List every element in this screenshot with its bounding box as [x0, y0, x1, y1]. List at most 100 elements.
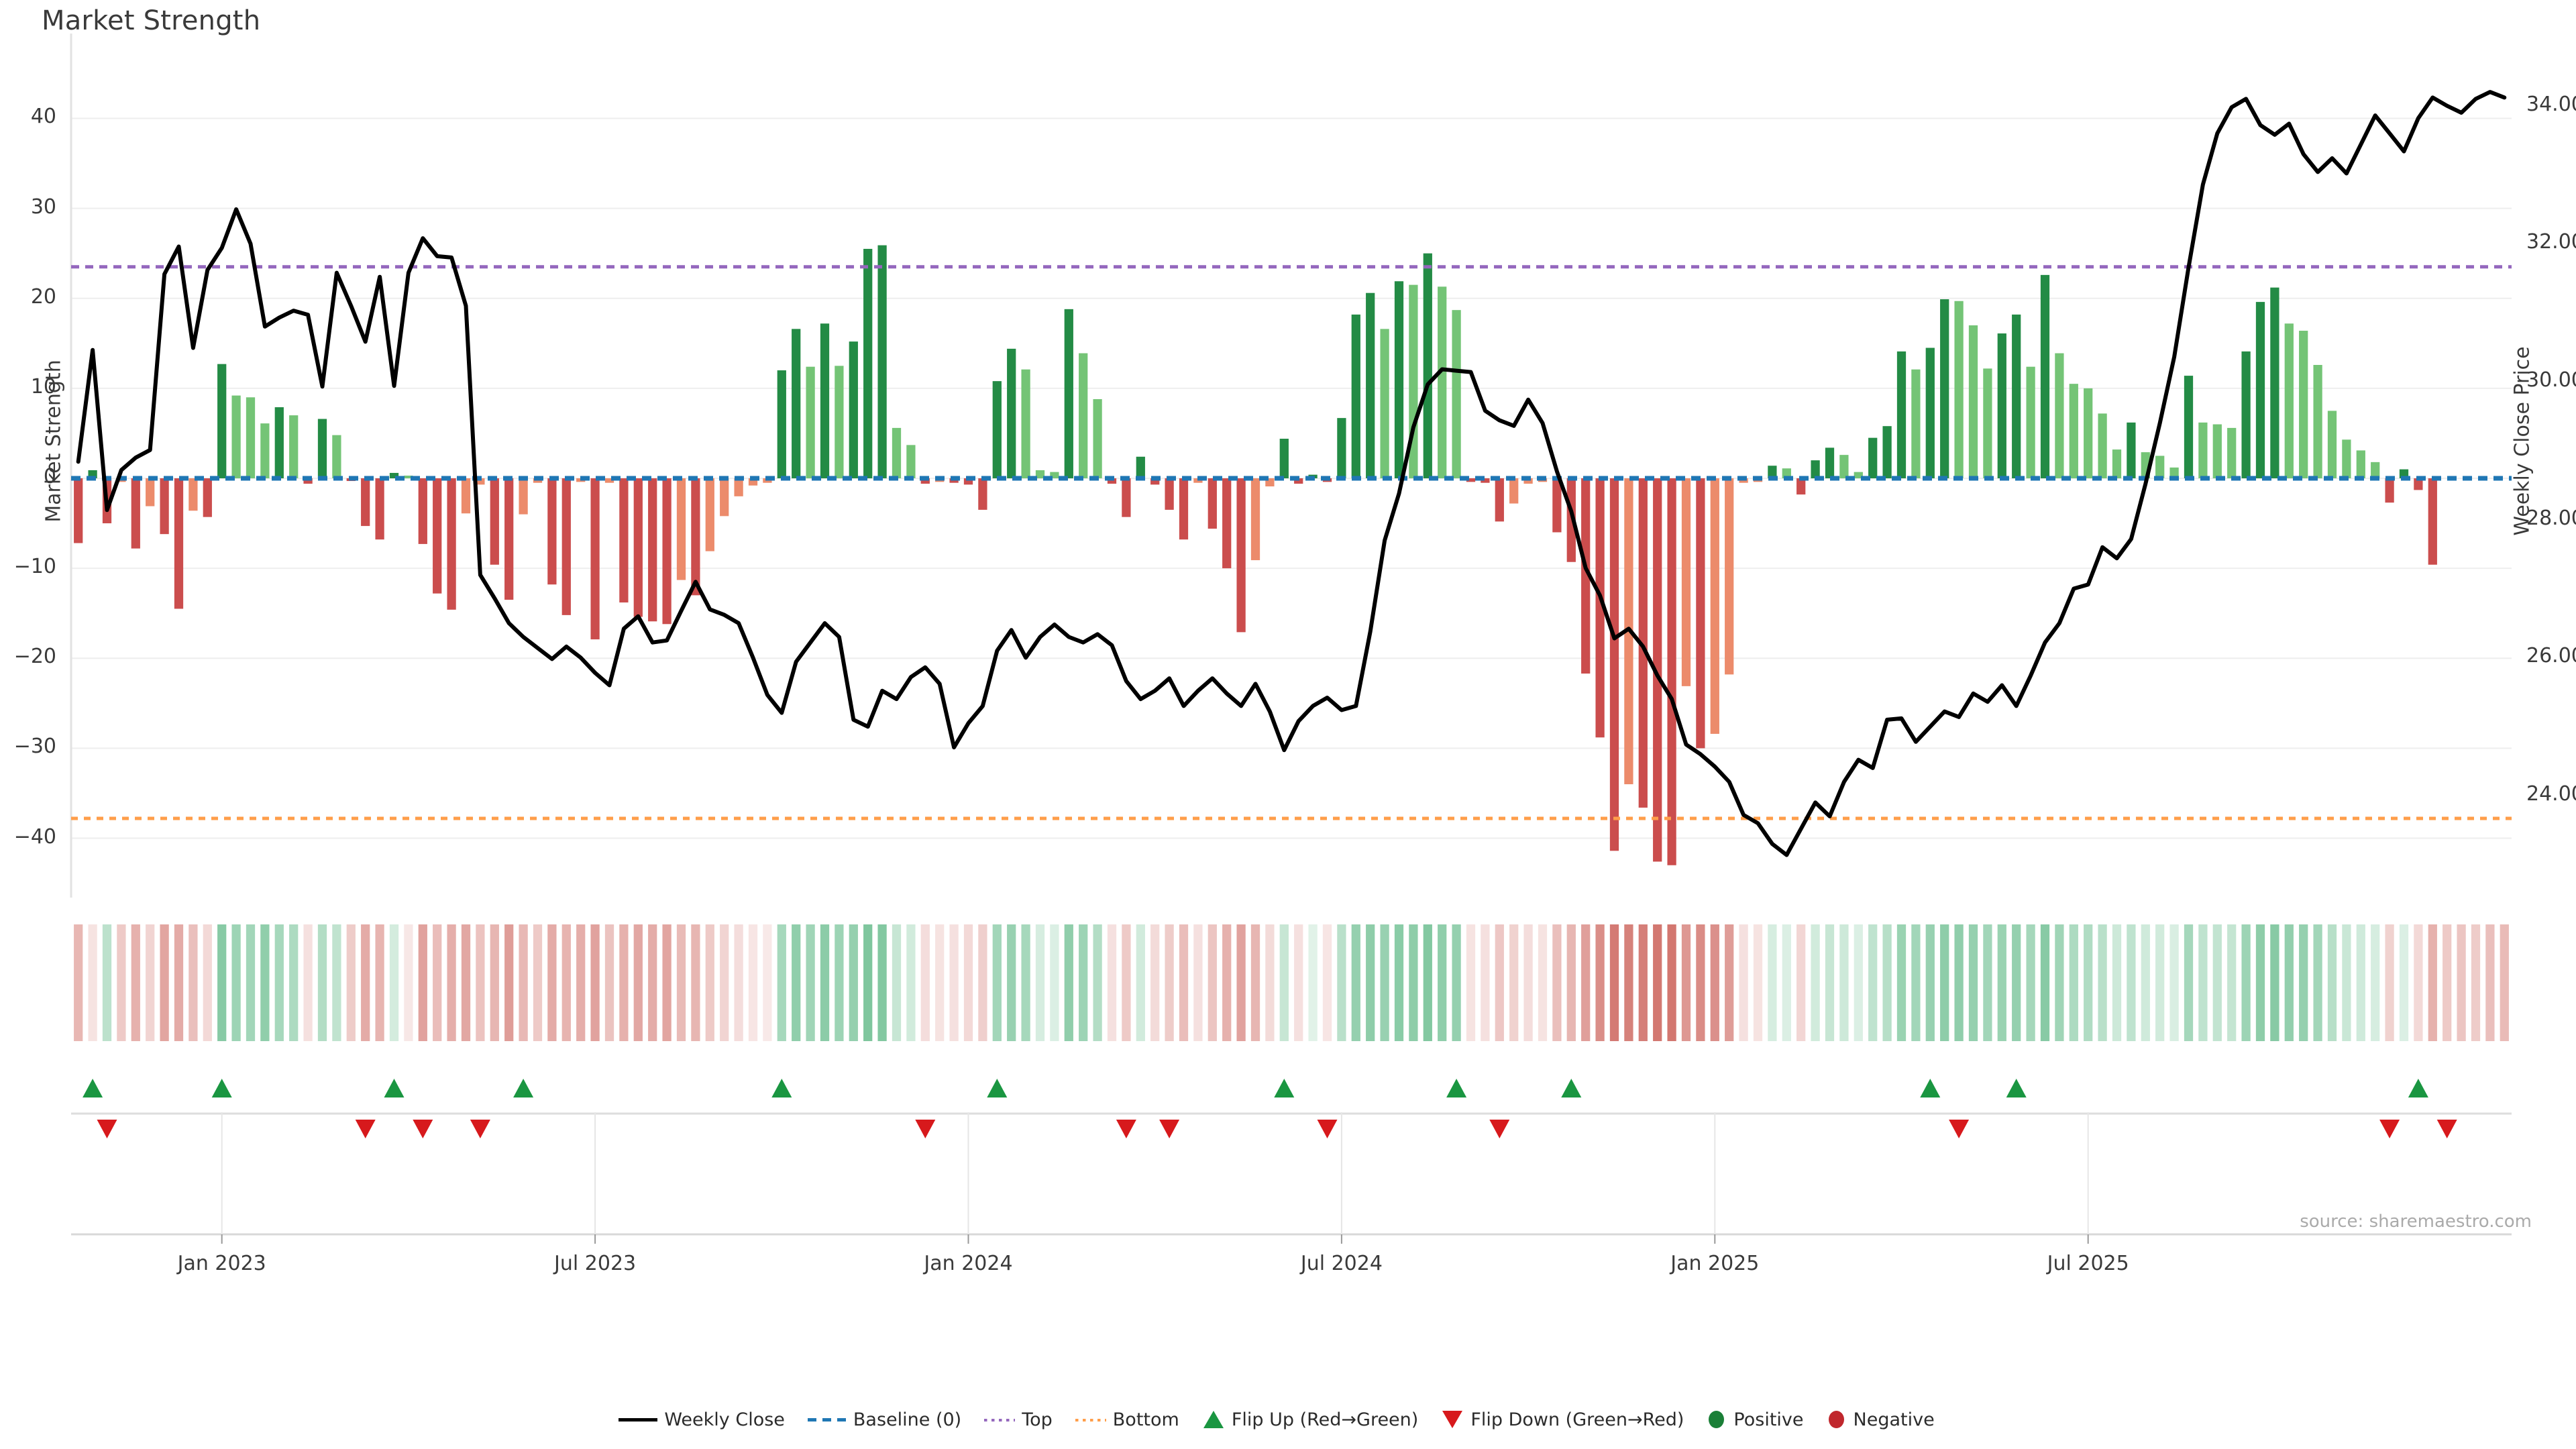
- heatmap-cell: [1753, 924, 1763, 1041]
- strength-bar: [217, 364, 227, 478]
- heatmap-cell: [1854, 924, 1863, 1041]
- strength-bar: [1438, 286, 1447, 478]
- y-axis-left-tick: −10: [13, 555, 56, 579]
- strength-bar: [1667, 478, 1676, 865]
- flip-up-marker: [1920, 1079, 1941, 1097]
- heatmap-cell: [1768, 924, 1777, 1041]
- heatmap-cell: [734, 924, 743, 1041]
- strength-bar: [1595, 478, 1605, 738]
- strength-bar: [2241, 351, 2251, 478]
- heatmap-cell: [676, 924, 686, 1041]
- strength-bar: [720, 478, 729, 517]
- strength-bar: [504, 478, 514, 600]
- strength-bar: [1007, 348, 1016, 478]
- y-axis-left-tick: −40: [13, 824, 56, 849]
- heatmap-cell: [763, 924, 772, 1041]
- strength-bar: [2342, 439, 2351, 478]
- heatmap-cell: [217, 924, 227, 1041]
- heatmap-cell: [1079, 924, 1088, 1041]
- heatmap-cell: [490, 924, 499, 1041]
- strength-bar: [189, 478, 198, 511]
- strength-bar: [1423, 253, 1432, 478]
- strength-bar: [2270, 287, 2279, 478]
- heatmap-cell: [2385, 924, 2394, 1041]
- heatmap-cell: [1581, 924, 1591, 1041]
- strength-bar: [203, 478, 212, 517]
- strength-bar: [648, 478, 657, 622]
- heatmap-cell: [2270, 924, 2279, 1041]
- strength-bar: [389, 472, 399, 478]
- legend-dotted-line-icon: [1075, 1411, 1106, 1428]
- heatmap-cell: [1940, 924, 1949, 1041]
- strength-bar: [1165, 478, 1174, 510]
- heatmap-cell: [2040, 924, 2050, 1041]
- heatmap-cell: [1250, 924, 1260, 1041]
- heatmap-cell: [576, 924, 586, 1041]
- heatmap-cell: [2127, 924, 2136, 1041]
- heatmap-cell: [2342, 924, 2351, 1041]
- strength-bar: [490, 478, 499, 565]
- heatmap-cell: [920, 924, 930, 1041]
- heatmap-cell: [418, 924, 427, 1041]
- strength-bar: [1523, 478, 1533, 484]
- heatmap-cell: [461, 924, 471, 1041]
- heatmap-cell: [1868, 924, 1878, 1041]
- heatmap-cell: [892, 924, 902, 1041]
- heatmap-cell: [2141, 924, 2150, 1041]
- strength-bar: [1466, 478, 1476, 482]
- legend-circle-icon: [1707, 1411, 1727, 1428]
- heatmap-cell: [1222, 924, 1232, 1041]
- heatmap-cell: [2098, 924, 2107, 1041]
- strength-bar: [619, 478, 629, 603]
- heatmap-cell: [88, 924, 97, 1041]
- heatmap-cell: [1093, 924, 1102, 1041]
- heatmap-cell: [1179, 924, 1189, 1041]
- heatmap-cell: [806, 924, 815, 1041]
- legend-item[interactable]: Baseline (0): [807, 1409, 961, 1430]
- heatmap-cell: [2184, 924, 2194, 1041]
- strength-bar: [2414, 478, 2423, 490]
- heatmap-cell: [2112, 924, 2122, 1041]
- flip-up-marker: [1561, 1079, 1582, 1097]
- legend-item[interactable]: Negative: [1827, 1409, 1935, 1430]
- strength-bar: [748, 478, 758, 486]
- legend-item-label: Negative: [1853, 1409, 1935, 1430]
- heatmap-cell: [935, 924, 945, 1041]
- legend-item-label: Bottom: [1112, 1409, 1179, 1430]
- heatmap-cell: [2443, 924, 2452, 1041]
- heatmap-cell: [1481, 924, 1490, 1041]
- legend-dotted-line-icon: [984, 1411, 1016, 1428]
- legend-item[interactable]: Bottom: [1075, 1409, 1179, 1430]
- flip-up-marker: [2408, 1079, 2428, 1097]
- flip-up-marker: [1446, 1079, 1467, 1097]
- heatmap-cell: [74, 924, 83, 1041]
- heatmap-cell: [2241, 924, 2251, 1041]
- strength-bar: [992, 381, 1002, 478]
- legend-item[interactable]: Weekly Close: [619, 1409, 785, 1430]
- heatmap-cell: [375, 924, 384, 1041]
- strength-bar: [1122, 478, 1131, 517]
- heatmap-cell: [1653, 924, 1662, 1041]
- strength-bar: [1710, 478, 1719, 734]
- heatmap-cell: [102, 924, 112, 1041]
- heatmap-cell: [648, 924, 657, 1041]
- legend-item[interactable]: Positive: [1707, 1409, 1804, 1430]
- heatmap-cell: [849, 924, 858, 1041]
- strength-bar: [676, 478, 686, 580]
- strength-bar: [963, 478, 973, 485]
- y-axis-right-tick: 32.00: [2526, 230, 2576, 254]
- legend-item[interactable]: Top: [984, 1409, 1053, 1430]
- strength-bar: [835, 366, 844, 478]
- strength-bar: [792, 329, 801, 478]
- heatmap-cell: [1438, 924, 1447, 1041]
- legend-item-label: Weekly Close: [664, 1409, 785, 1430]
- heatmap-cell: [1150, 924, 1160, 1041]
- strength-bar: [2098, 413, 2107, 478]
- heatmap-cell: [533, 924, 543, 1041]
- heatmap-cell: [361, 924, 370, 1041]
- strength-bar: [289, 415, 299, 478]
- legend-item[interactable]: Flip Down (Green→Red): [1441, 1409, 1684, 1430]
- heatmap-cell: [332, 924, 341, 1041]
- legend-item[interactable]: Flip Up (Red→Green): [1202, 1409, 1418, 1430]
